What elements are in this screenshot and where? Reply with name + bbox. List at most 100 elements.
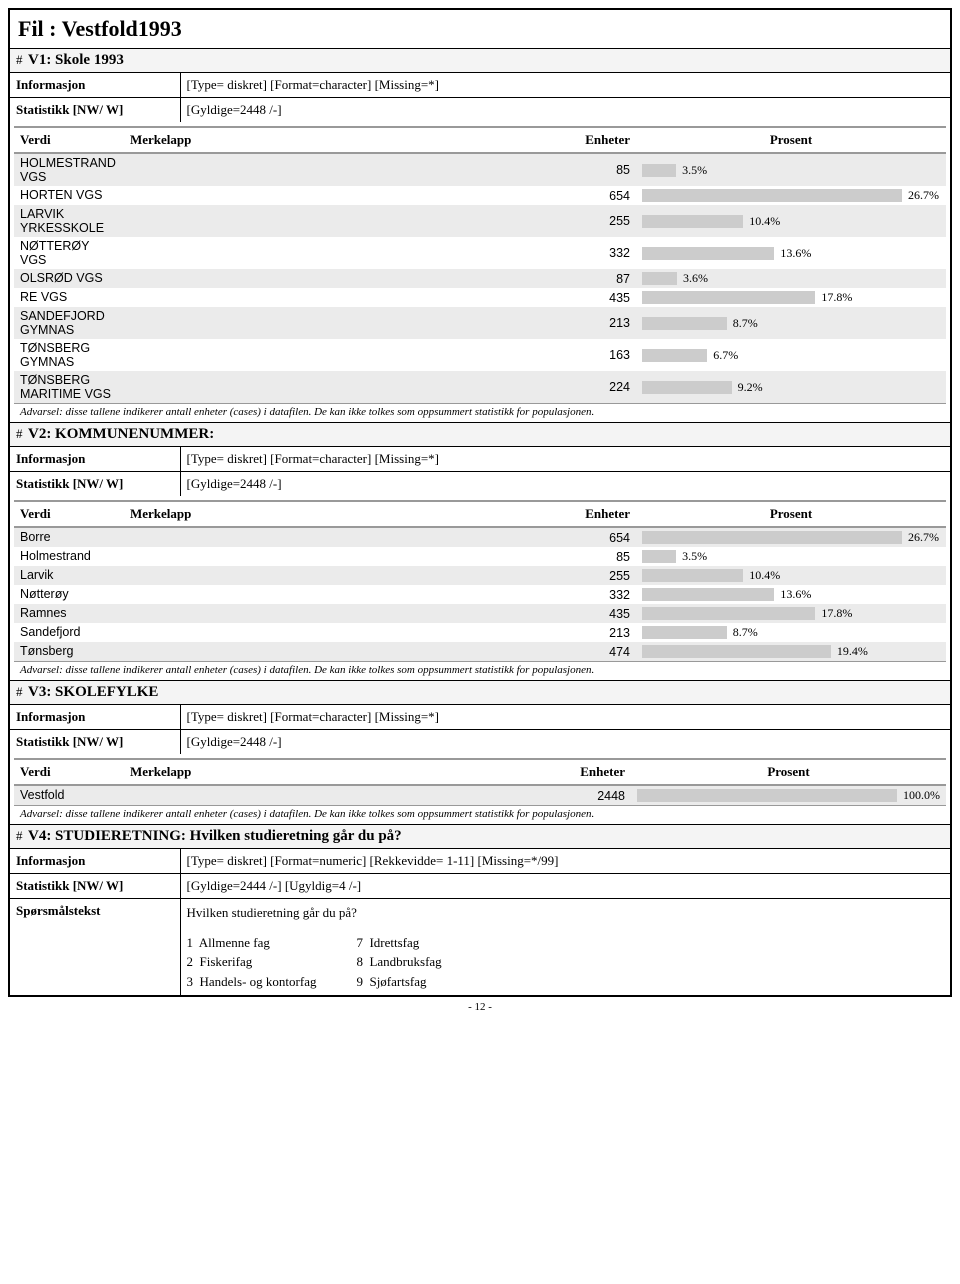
v3-data-table: Verdi Merkelapp Enheter Prosent Vestfold…: [14, 758, 946, 806]
cell-verdi: Sandefjord: [14, 623, 124, 642]
col-prosent: Prosent: [636, 128, 946, 154]
cell-verdi: Larvik: [14, 566, 124, 585]
percent-bar: [642, 645, 831, 658]
percent-bar: [642, 189, 902, 202]
cell-verdi: LARVIK YRKESSKOLE: [14, 205, 124, 237]
percent-label: 10.4%: [749, 214, 780, 229]
cell-prosent: 13.6%: [636, 585, 946, 604]
percent-bar: [637, 789, 897, 802]
cell-prosent: 8.7%: [636, 623, 946, 642]
cell-enheter: 2448: [561, 786, 631, 805]
percent-bar: [642, 607, 815, 620]
variable-v1: # V1: Skole 1993 Informasjon [Type= disk…: [10, 49, 950, 423]
cell-merkelapp: [124, 307, 566, 339]
v2-stat: [Gyldige=2448 /-]: [180, 472, 950, 497]
cell-enheter: 213: [566, 307, 636, 339]
table-row: TØNSBERG GYMNAS 1636.7%: [14, 339, 946, 371]
cell-enheter: 654: [566, 186, 636, 205]
v3-title-text: V3: SKOLEFYLKE: [28, 684, 158, 700]
cell-prosent: 3.5%: [636, 154, 946, 186]
cell-verdi: HORTEN VGS: [14, 186, 124, 205]
percent-label: 13.6%: [780, 587, 811, 602]
percent-bar: [642, 531, 902, 544]
v2-info-table: Informasjon [Type= diskret] [Format=char…: [10, 447, 950, 496]
percent-label: 19.4%: [837, 644, 868, 659]
percent-bar: [642, 215, 743, 228]
v4-question: Hvilken studieretning går du på? 1 Allme…: [180, 899, 950, 996]
percent-label: 17.8%: [821, 290, 852, 305]
cell-enheter: 163: [566, 339, 636, 371]
cell-prosent: 9.2%: [636, 371, 946, 403]
info-label: Informasjon: [10, 705, 180, 730]
stat-label: Statistikk [NW/ W]: [10, 472, 180, 497]
cell-enheter: 474: [566, 642, 636, 661]
percent-label: 3.5%: [682, 163, 707, 178]
v3-title: # V3: SKOLEFYLKE: [10, 681, 950, 705]
cell-merkelapp: [124, 288, 566, 307]
v4-options-col1: 1 Allmenne fag 2 Fiskerifag 3 Handels- o…: [187, 933, 317, 992]
v1-info: [Type= diskret] [Format=character] [Miss…: [180, 73, 950, 98]
cell-prosent: 13.6%: [636, 237, 946, 269]
cell-enheter: 435: [566, 288, 636, 307]
info-label: Informasjon: [10, 447, 180, 472]
cell-merkelapp: [124, 205, 566, 237]
cell-prosent: 6.7%: [636, 339, 946, 371]
cell-merkelapp: [124, 585, 566, 604]
cell-enheter: 85: [566, 154, 636, 186]
cell-verdi: TØNSBERG GYMNAS: [14, 339, 124, 371]
v3-info-table: Informasjon [Type= diskret] [Format=char…: [10, 705, 950, 754]
col-prosent: Prosent: [636, 502, 946, 528]
percent-bar: [642, 626, 727, 639]
v1-info-table: Informasjon [Type= diskret] [Format=char…: [10, 73, 950, 122]
variable-v2: # V2: KOMMUNENUMMER: Informasjon [Type= …: [10, 423, 950, 681]
percent-label: 17.8%: [821, 606, 852, 621]
table-row: Larvik 255 10.4%: [14, 566, 946, 585]
percent-label: 100.0%: [903, 788, 940, 803]
percent-bar: [642, 247, 774, 260]
table-row: Vestfold 2448 100.0%: [14, 786, 946, 805]
table-row: HOLMESTRAND VGS853.5%: [14, 154, 946, 186]
v2-data-table: Verdi Merkelapp Enheter Prosent Borre654…: [14, 500, 946, 662]
v2-info: [Type= diskret] [Format=character] [Miss…: [180, 447, 950, 472]
col-enheter: Enheter: [561, 760, 631, 786]
cell-verdi: Ramnes: [14, 604, 124, 623]
document-frame: Fil : Vestfold1993 # V1: Skole 1993 Info…: [8, 8, 952, 997]
cell-verdi: Vestfold: [14, 786, 124, 805]
v1-warning: Advarsel: disse tallene indikerer antall…: [14, 404, 946, 422]
col-enheter: Enheter: [566, 502, 636, 528]
cell-verdi: OLSRØD VGS: [14, 269, 124, 288]
table-row: HORTEN VGS 65426.7%: [14, 186, 946, 205]
v4-info: [Type= diskret] [Format=numeric] [Rekkev…: [180, 849, 950, 874]
cell-merkelapp: [124, 786, 561, 805]
v2-title-text: V2: KOMMUNENUMMER:: [28, 426, 214, 442]
file-title: Fil : Vestfold1993: [10, 10, 950, 49]
table-row: Tønsberg47419.4%: [14, 642, 946, 661]
cell-enheter: 255: [566, 566, 636, 585]
cell-enheter: 654: [566, 528, 636, 547]
cell-prosent: 26.7%: [636, 186, 946, 205]
cell-prosent: 17.8%: [636, 604, 946, 623]
v4-stat: [Gyldige=2444 /-] [Ugyldig=4 /-]: [180, 874, 950, 899]
cell-enheter: 255: [566, 205, 636, 237]
v3-warning: Advarsel: disse tallene indikerer antall…: [14, 806, 946, 824]
cell-merkelapp: [124, 237, 566, 269]
percent-label: 13.6%: [780, 246, 811, 261]
cell-merkelapp: [124, 604, 566, 623]
percent-label: 26.7%: [908, 530, 939, 545]
cell-merkelapp: [124, 642, 566, 661]
cell-prosent: 8.7%: [636, 307, 946, 339]
cell-enheter: 213: [566, 623, 636, 642]
cell-merkelapp: [124, 371, 566, 403]
cell-merkelapp: [124, 269, 566, 288]
v4-info-table: Informasjon [Type= diskret] [Format=nume…: [10, 849, 950, 995]
table-row: TØNSBERG MARITIME VGS2249.2%: [14, 371, 946, 403]
col-prosent: Prosent: [631, 760, 946, 786]
cell-prosent: 10.4%: [636, 205, 946, 237]
percent-label: 10.4%: [749, 568, 780, 583]
percent-bar: [642, 164, 676, 177]
cell-prosent: 17.8%: [636, 288, 946, 307]
question-label: Spørsmålstekst: [10, 899, 180, 996]
cell-merkelapp: [124, 566, 566, 585]
cell-enheter: 87: [566, 269, 636, 288]
v4-question-intro: Hvilken studieretning går du på?: [187, 903, 945, 923]
